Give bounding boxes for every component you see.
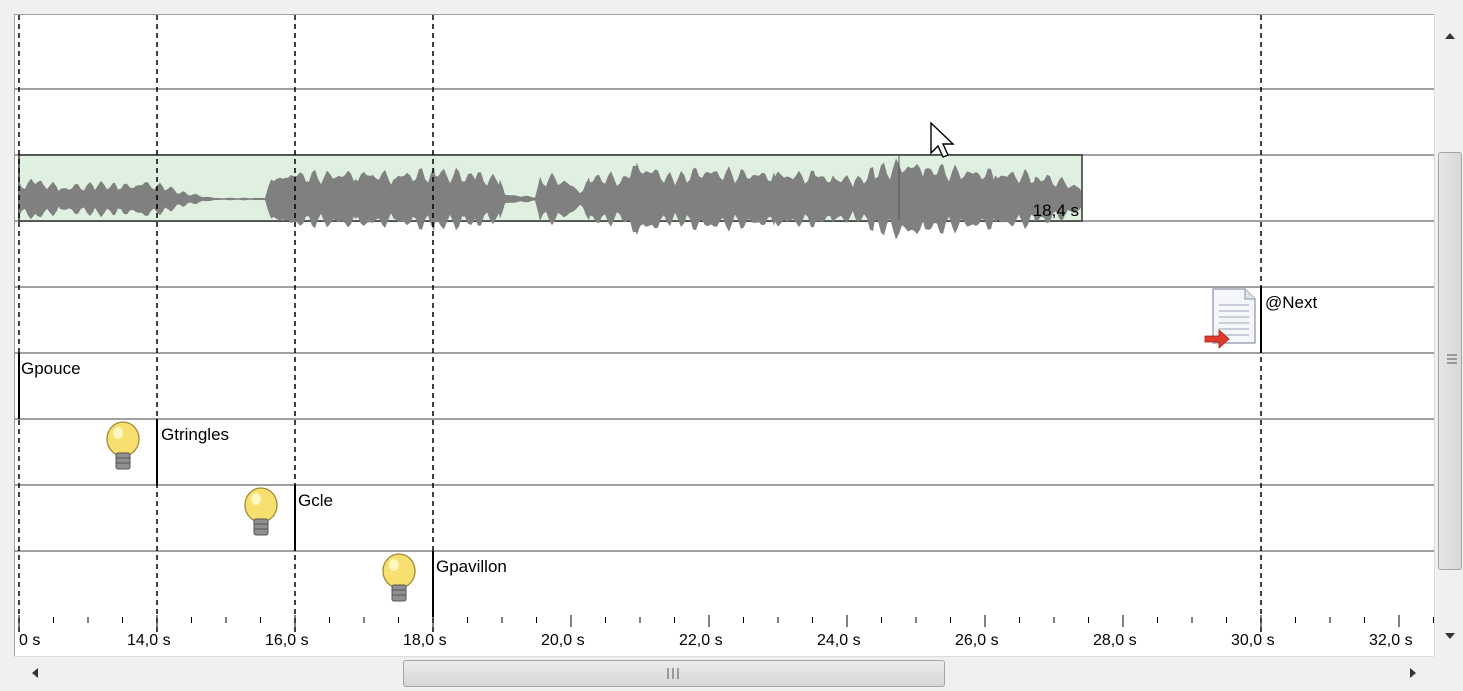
scrollbar-corner — [1434, 656, 1463, 691]
cue-gtringles[interactable]: Gtringles — [106, 419, 229, 485]
ruler-tick-label: 0 s — [19, 632, 40, 649]
document-arrow-icon — [1204, 288, 1256, 349]
time-ruler[interactable]: 0 s 14,0 s 16,0 s 18,0 s 20,0 s 22,0 s 2… — [18, 615, 1434, 649]
horizontal-scroll-thumb[interactable] — [403, 660, 945, 687]
cue-label: Gtringles — [161, 425, 229, 444]
arrow-left-icon — [31, 668, 38, 678]
ruler-tick-label: 32,0 s — [1369, 632, 1413, 649]
ruler-minor-ticks — [18, 615, 1434, 627]
timeline-canvas[interactable]: 18,4 s — [15, 15, 1435, 661]
cue-label: @Next — [1265, 293, 1317, 312]
ruler-tick-label: 28,0 s — [1093, 632, 1137, 649]
grip-icon — [1447, 354, 1457, 364]
ruler-tick-label: 20,0 s — [541, 632, 585, 649]
timeline-panel: 18,4 s — [14, 14, 1435, 661]
ruler-tick-label: 30,0 s — [1231, 632, 1275, 649]
audio-waveform — [19, 158, 1081, 240]
cue-next[interactable]: @Next — [1204, 287, 1317, 353]
grip-icon — [667, 668, 679, 679]
lightbulb-icon — [244, 487, 278, 536]
cue-label: Gpouce — [21, 359, 81, 378]
audio-clip-duration: 18,4 s — [1033, 201, 1079, 220]
mouse-cursor-icon — [930, 121, 955, 158]
scroll-right-button[interactable] — [1398, 661, 1427, 685]
lightbulb-icon — [106, 421, 140, 470]
audio-clip[interactable]: 18,4 s — [18, 154, 1083, 240]
cue-gcle[interactable]: Gcle — [244, 485, 333, 551]
ruler-tick-label: 18,0 s — [403, 632, 447, 649]
cue-label: Gpavillon — [436, 557, 507, 576]
vertical-scrollbar[interactable] — [1434, 14, 1463, 660]
time-grid-lines — [18, 15, 1262, 635]
vertical-scroll-thumb[interactable] — [1438, 152, 1462, 570]
cue-gpavillon[interactable]: Gpavillon — [382, 551, 507, 617]
scroll-left-button[interactable] — [20, 661, 49, 685]
arrow-right-icon — [1409, 668, 1416, 678]
lightbulb-icon — [382, 553, 416, 602]
arrow-up-icon — [1444, 33, 1455, 39]
ruler-tick-label: 24,0 s — [817, 632, 861, 649]
ruler-tick-label: 14,0 s — [127, 632, 171, 649]
ruler-tick-label: 26,0 s — [955, 632, 999, 649]
scroll-down-button[interactable] — [1435, 624, 1463, 648]
arrow-down-icon — [1444, 633, 1455, 639]
ruler-tick-label: 16,0 s — [265, 632, 309, 649]
ruler-tick-label: 22,0 s — [679, 632, 723, 649]
horizontal-scrollbar[interactable] — [14, 656, 1434, 689]
cue-gpouce[interactable]: Gpouce — [18, 353, 81, 419]
cue-label: Gcle — [298, 491, 333, 510]
scroll-up-button[interactable] — [1435, 24, 1463, 48]
